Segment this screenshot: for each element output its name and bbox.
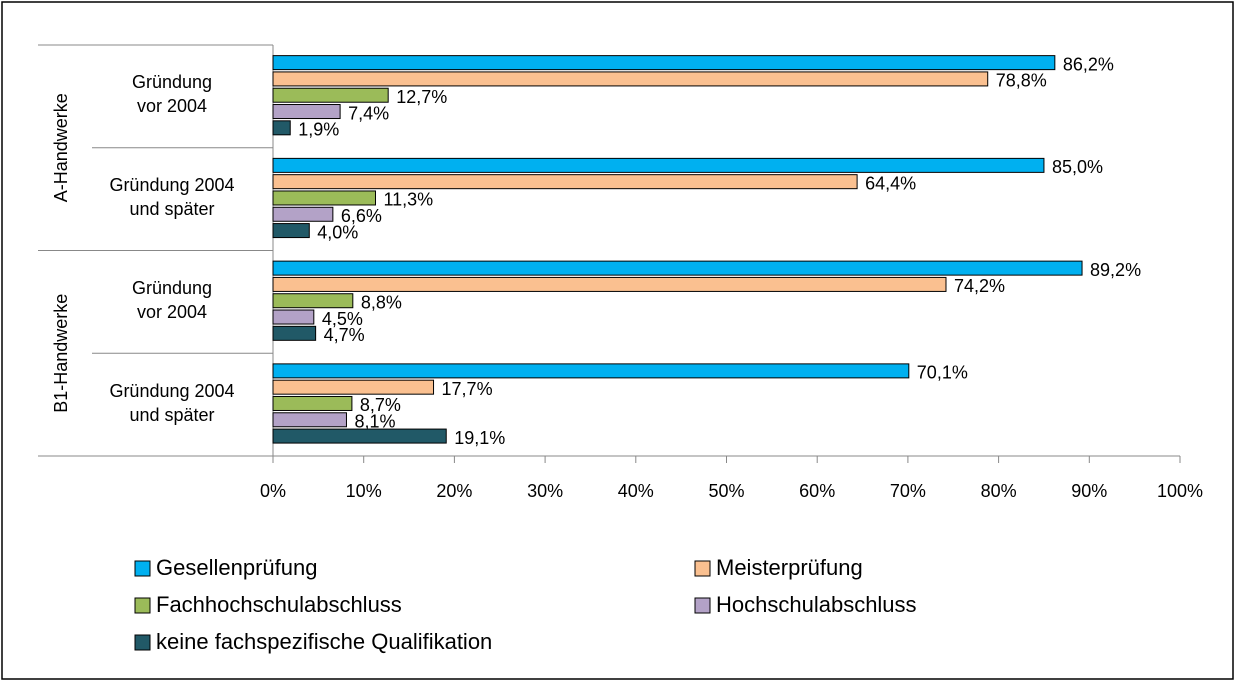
data-label: 11,3%	[383, 190, 433, 210]
bar	[272, 120, 291, 136]
x-tick-label: 10%	[346, 481, 382, 501]
data-label: 4,5%	[322, 309, 363, 329]
legend-label: Meisterprüfung	[716, 555, 863, 580]
legend-swatch	[134, 560, 151, 577]
legend-label: Fachhochschulabschluss	[156, 592, 402, 617]
x-tick-label: 20%	[436, 481, 472, 501]
legend-swatch	[694, 597, 711, 614]
legend-swatch	[134, 597, 151, 614]
bar	[272, 104, 341, 120]
x-tick-label: 50%	[708, 481, 744, 501]
x-tick-label: 80%	[981, 481, 1017, 501]
legend-label: Gesellenprüfung	[156, 555, 317, 580]
bar	[272, 206, 334, 222]
bar	[272, 395, 353, 411]
bar	[272, 174, 858, 190]
data-label: 89,2%	[1090, 260, 1141, 280]
data-label: 12,7%	[396, 87, 447, 107]
x-tick-label: 70%	[890, 481, 926, 501]
data-label: 4,7%	[324, 325, 365, 345]
bar	[272, 293, 354, 309]
bar	[272, 412, 347, 428]
data-label: 86,2%	[1063, 54, 1114, 74]
bar	[272, 223, 310, 239]
bar	[272, 55, 1056, 71]
category-label: Gründung 2004 und später	[109, 175, 235, 220]
bar	[272, 379, 435, 395]
category-label: Gründung vor 2004	[131, 72, 213, 117]
data-label: 8,1%	[354, 412, 395, 432]
data-label: 8,8%	[361, 292, 402, 312]
x-tick-label: 40%	[618, 481, 654, 501]
data-label: 78,8%	[996, 71, 1047, 91]
bar	[272, 363, 910, 379]
data-label: 19,1%	[454, 428, 505, 448]
bar	[272, 428, 447, 444]
legend-label: keine fachspezifische Qualifikation	[156, 629, 492, 654]
bar	[272, 71, 989, 87]
x-tick-label: 90%	[1071, 481, 1107, 501]
category-label: Gründung vor 2004	[131, 277, 213, 322]
bar	[272, 157, 1045, 173]
legend-label: Hochschulabschluss	[716, 592, 917, 617]
bar	[272, 276, 947, 292]
category-label: Gründung 2004 und später	[109, 380, 235, 425]
data-label: 64,4%	[865, 173, 916, 193]
x-tick-label: 0%	[260, 481, 286, 501]
bar	[272, 260, 1083, 276]
data-label: 1,9%	[298, 120, 339, 140]
data-label: 17,7%	[442, 379, 493, 399]
legend-swatch	[134, 634, 151, 651]
x-tick-label: 60%	[799, 481, 835, 501]
bar	[272, 325, 317, 341]
data-label: 85,0%	[1052, 157, 1103, 177]
x-tick-label: 100%	[1157, 481, 1203, 501]
bar	[272, 87, 389, 103]
x-tick-label: 30%	[527, 481, 563, 501]
data-label: 6,6%	[341, 206, 382, 226]
bar	[272, 190, 376, 206]
data-label: 7,4%	[348, 103, 389, 123]
bar	[272, 309, 315, 325]
data-label: 8,7%	[360, 395, 401, 415]
data-label: 70,1%	[917, 363, 968, 383]
data-label: 4,0%	[317, 222, 358, 242]
group-label: A-Handwerke	[51, 93, 71, 202]
group-label: B1-Handwerke	[51, 294, 71, 413]
legend-swatch	[694, 560, 711, 577]
data-label: 74,2%	[954, 276, 1005, 296]
